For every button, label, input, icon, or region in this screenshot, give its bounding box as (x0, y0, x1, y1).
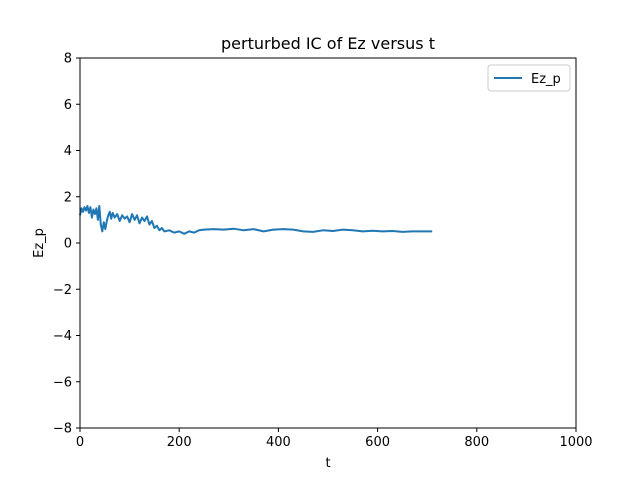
x-axis-label: t (325, 456, 330, 471)
x-tick-label: 800 (464, 435, 489, 450)
plot-area (80, 58, 576, 428)
series-layer (79, 205, 433, 235)
legend-label-ez-p: Ez_p (531, 72, 561, 87)
plot-frame (79, 57, 577, 429)
y-axis-ticks: −8 −6 −4 −2 0 2 4 6 8 (53, 52, 80, 437)
y-tick-label: 8 (64, 52, 72, 67)
x-tick-label: 1000 (559, 435, 592, 450)
x-axis-ticks: 0 200 400 600 800 1000 (76, 428, 593, 450)
x-tick-label: 200 (167, 435, 192, 450)
series-line-ez-p (79, 205, 433, 235)
y-tick-label: −6 (53, 375, 72, 390)
y-axis-label: Ez_p (32, 228, 47, 258)
y-tick-label: 6 (64, 98, 72, 113)
x-tick-label: 400 (266, 435, 291, 450)
y-tick-label: −4 (53, 329, 72, 344)
y-tick-label: −2 (53, 283, 72, 298)
x-tick-label: 600 (365, 435, 390, 450)
legend: Ez_p (487, 64, 571, 92)
y-tick-label: −8 (53, 422, 72, 437)
y-tick-label: 4 (64, 144, 72, 159)
legend-box (487, 64, 571, 92)
x-tick-label: 0 (76, 435, 84, 450)
chart-title: perturbed IC of Ez versus t (221, 34, 435, 53)
y-tick-label: 2 (64, 190, 72, 205)
y-tick-label: 0 (64, 237, 72, 252)
